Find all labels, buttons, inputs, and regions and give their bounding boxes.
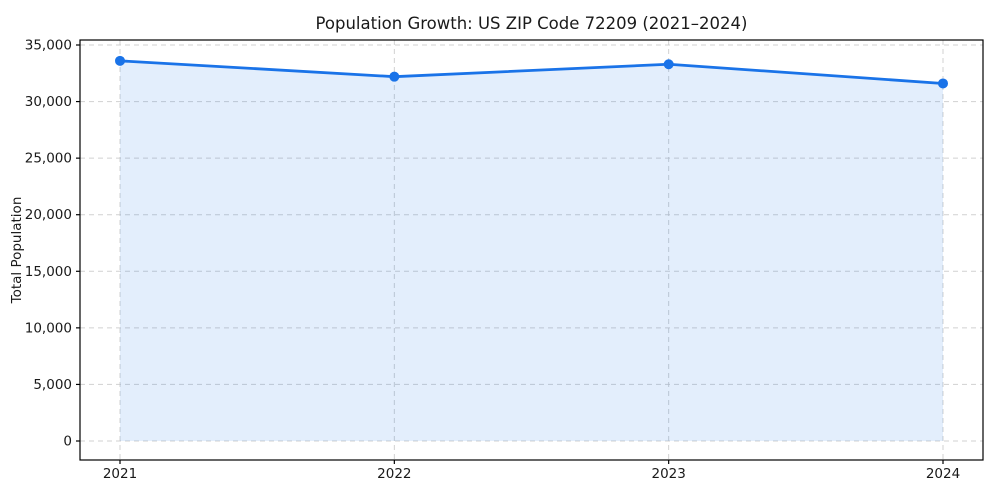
y-tick-label: 20,000	[25, 207, 72, 223]
y-tick-label: 15,000	[25, 264, 72, 280]
data-point-marker	[115, 55, 125, 66]
x-tick-label: 2024	[926, 466, 960, 482]
y-tick-label: 30,000	[25, 94, 72, 110]
x-tick-label: 2021	[103, 466, 137, 482]
data-line	[118, 59, 945, 85]
x-tick-label: 2023	[651, 466, 685, 482]
y-tick-label: 10,000	[25, 320, 72, 336]
data-point-marker	[389, 71, 400, 82]
y-tick-label: 5,000	[33, 377, 72, 393]
y-tick-label: 0	[63, 434, 72, 450]
data-point-marker	[938, 78, 948, 89]
y-tick-label: 25,000	[25, 151, 72, 167]
x-tick-label: 2022	[377, 466, 411, 482]
chart-title: Population Growth: US ZIP Code 72209 (20…	[315, 14, 748, 33]
data-point-marker	[663, 59, 674, 70]
area-fill	[120, 60, 943, 442]
plot-border	[79, 39, 984, 461]
y-tick-label: 35,000	[25, 38, 72, 54]
